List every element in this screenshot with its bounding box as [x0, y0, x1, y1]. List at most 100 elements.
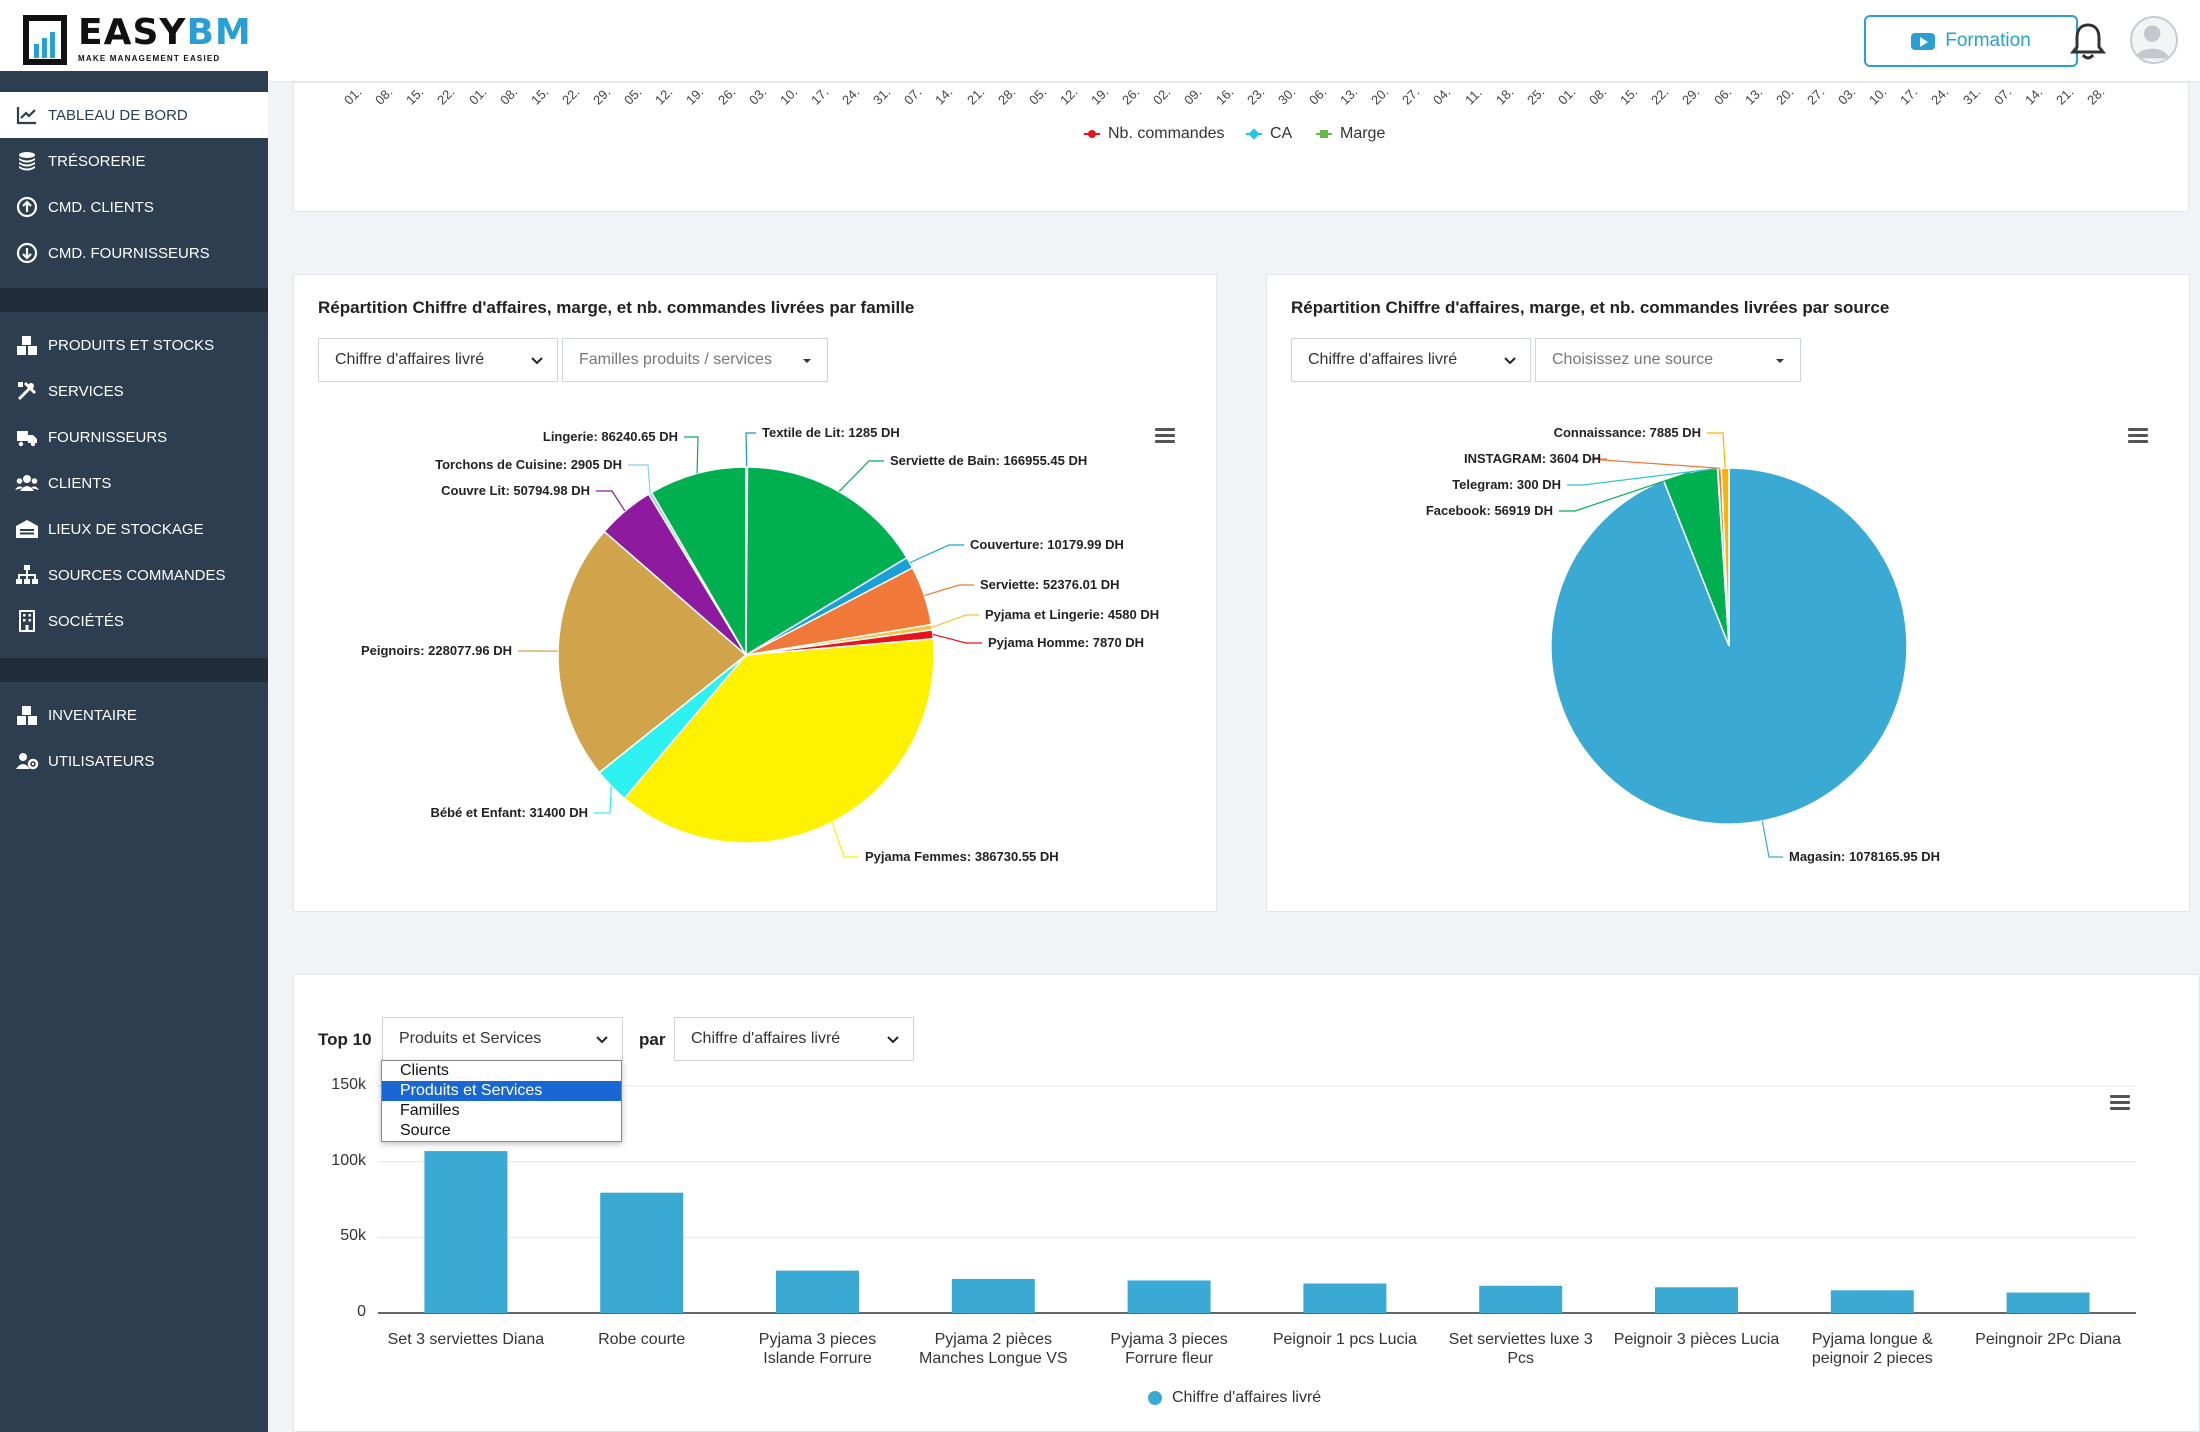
bar-x-label: Set serviettes luxe 3 Pcs — [1448, 1331, 1593, 1367]
logo[interactable]: EASYBM MAKE MANAGEMENT EASIED — [0, 0, 268, 82]
bar[interactable] — [776, 1270, 859, 1313]
bar[interactable] — [1830, 1290, 1914, 1313]
bar[interactable] — [1655, 1287, 1738, 1313]
source-pie-card: Répartition Chiffre d'affaires, marge, e… — [1266, 274, 2190, 912]
sidebar-item-produits-et-stocks[interactable]: Produits et stocks — [0, 322, 268, 368]
x-tick-label: 05. — [1025, 84, 1050, 108]
sidebar-item-sources-commandes[interactable]: Sources commandes — [0, 552, 268, 598]
chart-menu-icon[interactable] — [2110, 1095, 2130, 1111]
x-tick-label: 24. — [1928, 84, 1952, 108]
top10-metric-select[interactable]: Chiffre d'affaires livré — [674, 1017, 914, 1061]
pie-connector — [1567, 467, 1718, 486]
sidebar-item-label: Trésorerie — [48, 152, 146, 170]
pie-slice[interactable] — [623, 638, 935, 844]
pie-connector — [745, 432, 756, 468]
sidebar-item-tableau-de-bord[interactable]: Tableau de bord — [0, 92, 268, 138]
x-tick-label: 19. — [1088, 84, 1112, 108]
x-tick-label: 22. — [434, 84, 458, 108]
y-tick-label: 0 — [357, 1303, 366, 1320]
x-tick-label: 21. — [963, 84, 987, 108]
bar-legend-item[interactable]: Chiffre d'affaires livré — [1148, 1389, 1321, 1407]
source-source-select[interactable]: Choisissez une source — [1535, 338, 1801, 382]
sidebar-item-utilisateurs[interactable]: Utilisateurs — [0, 738, 268, 784]
source-metric-select[interactable]: Chiffre d'affaires livré — [1291, 338, 1531, 382]
top10-label: Top 10 — [318, 1030, 372, 1049]
sitemap-icon — [14, 562, 40, 588]
arrow-circle-down-icon — [14, 240, 40, 266]
pie-label: Serviette de Bain: 166955.45 DH — [890, 453, 1087, 468]
legend-item[interactable]: Nb. commandes — [1084, 125, 1225, 143]
bell-icon[interactable] — [2068, 20, 2108, 62]
x-tick-label: 11. — [1461, 84, 1485, 108]
sidebar-item-label: Cmd. clients — [48, 198, 154, 216]
sidebar-item-inventaire[interactable]: Inventaire — [0, 692, 268, 738]
source-card-title: Répartition Chiffre d'affaires, marge, e… — [1291, 298, 1890, 317]
dropdown-option[interactable]: Familles — [400, 1102, 460, 1119]
dropdown-option[interactable]: Source — [400, 1122, 451, 1139]
x-tick-label: 29. — [590, 84, 614, 108]
famille-metric-select[interactable]: Chiffre d'affaires livré — [318, 338, 558, 382]
pie-connector — [594, 786, 612, 814]
pie-connector — [838, 460, 884, 493]
arrow-circle-up-icon — [14, 194, 40, 220]
x-tick-label: 01. — [341, 84, 365, 108]
top10-category-select[interactable]: Produits et Services — [382, 1017, 623, 1061]
chart-menu-icon[interactable] — [1155, 428, 1175, 444]
bar[interactable] — [2006, 1292, 2090, 1313]
pie-slice[interactable] — [745, 466, 908, 657]
pie-connector — [1761, 820, 1783, 858]
pie-label: Magasin: 1078165.95 DH — [1789, 849, 1940, 864]
dropdown-option[interactable]: Clients — [400, 1062, 449, 1079]
pie-slice[interactable] — [650, 466, 747, 658]
pie-label: Pyjama Homme: 7870 DH — [988, 635, 1144, 650]
sidebar-item-label: Utilisateurs — [48, 752, 155, 770]
sidebar-item-cmd-fournisseurs[interactable]: Cmd. fournisseurs — [0, 230, 268, 276]
x-tick-label: 20. — [1368, 84, 1392, 108]
famille-family-select[interactable]: Familles produits / services — [562, 338, 828, 382]
sidebar-item-cmd-clients[interactable]: Cmd. clients — [0, 184, 268, 230]
x-tick-label: 20. — [1772, 84, 1797, 108]
bar[interactable] — [600, 1192, 684, 1313]
legend-marker-icon — [1246, 128, 1262, 140]
top10-category-dropdown[interactable]: Clients Produits et Services Familles Sourc… — [381, 1060, 622, 1142]
bar-x-label: Pyjama 3 pieces Islande Forrure — [758, 1331, 877, 1367]
x-tick-label: 09. — [1181, 84, 1205, 108]
logo-name-2: BM — [186, 12, 252, 53]
pie-label: Textile de Lit: 1285 DH — [762, 425, 900, 440]
bar-legend-label: Chiffre d'affaires livré — [1172, 1389, 1322, 1406]
sidebar-item-soci-t-s[interactable]: Sociétés — [0, 598, 268, 644]
chart-menu-icon[interactable] — [2128, 428, 2148, 444]
y-tick-label: 150k — [331, 1076, 366, 1093]
pie-connector — [596, 490, 626, 512]
sidebar-item-tr-sorerie[interactable]: Trésorerie — [0, 138, 268, 184]
user-avatar[interactable] — [2130, 16, 2178, 64]
legend-item[interactable]: CA — [1246, 125, 1292, 143]
sidebar-item-clients[interactable]: Clients — [0, 460, 268, 506]
truck-loading-icon — [14, 424, 40, 450]
top10-card: Top 10 Produits et Services par Chiffre … — [293, 974, 2200, 1432]
sidebar-item-lieux-de-stockage[interactable]: Lieux de stockage — [0, 506, 268, 552]
bar[interactable] — [424, 1151, 508, 1313]
users-cog-icon — [14, 748, 40, 774]
pie-slice[interactable] — [1550, 467, 1908, 825]
warehouse-icon — [14, 516, 40, 542]
y-tick-label: 100k — [331, 1151, 366, 1169]
bar[interactable] — [951, 1278, 1035, 1313]
pie-slice[interactable] — [557, 530, 748, 774]
y-tick-label: 50k — [340, 1227, 366, 1245]
nav-group-main: Tableau de bord Trésorerie Cmd. clients Cmd… — [0, 92, 268, 276]
bar[interactable] — [1127, 1280, 1211, 1313]
bar[interactable] — [1479, 1285, 1563, 1313]
sidebar-item-services[interactable]: Services — [0, 368, 268, 414]
sidebar-item-label: Inventaire — [48, 706, 137, 724]
bar[interactable] — [1303, 1283, 1387, 1313]
legend-item[interactable]: Marge — [1316, 125, 1385, 143]
dropdown-option[interactable]: Produits et Services — [382, 1081, 621, 1101]
sidebar-item-label: Cmd. fournisseurs — [48, 244, 210, 262]
x-tick-label: 15. — [1617, 84, 1641, 108]
pie-connector — [831, 821, 859, 858]
sidebar-item-fournisseurs[interactable]: Fournisseurs — [0, 414, 268, 460]
pie-connector — [924, 584, 974, 597]
bar-x-label: Peingnoir 2Pc Diana — [1975, 1331, 2122, 1348]
formation-button[interactable]: Formation — [1864, 15, 2078, 67]
